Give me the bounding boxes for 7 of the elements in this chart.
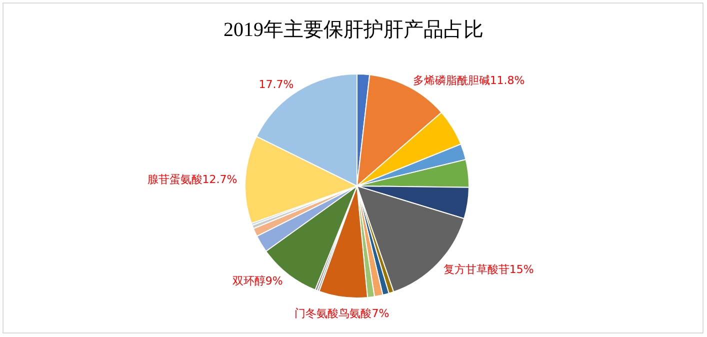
slice-label: 多烯磷脂酰胆碱11.8% — [412, 74, 525, 87]
chart-title: 2019年主要保肝护肝产品占比 — [224, 18, 484, 41]
slice-label: 双环醇9% — [232, 274, 283, 288]
slice-label: 门冬氨酸鸟氨酸7% — [294, 307, 390, 320]
slice-label: 腺苷蛋氨酸12.7% — [147, 172, 238, 186]
data-label: 17.7% — [258, 78, 294, 92]
slice-label: 复方甘草酸苷15% — [443, 263, 534, 276]
